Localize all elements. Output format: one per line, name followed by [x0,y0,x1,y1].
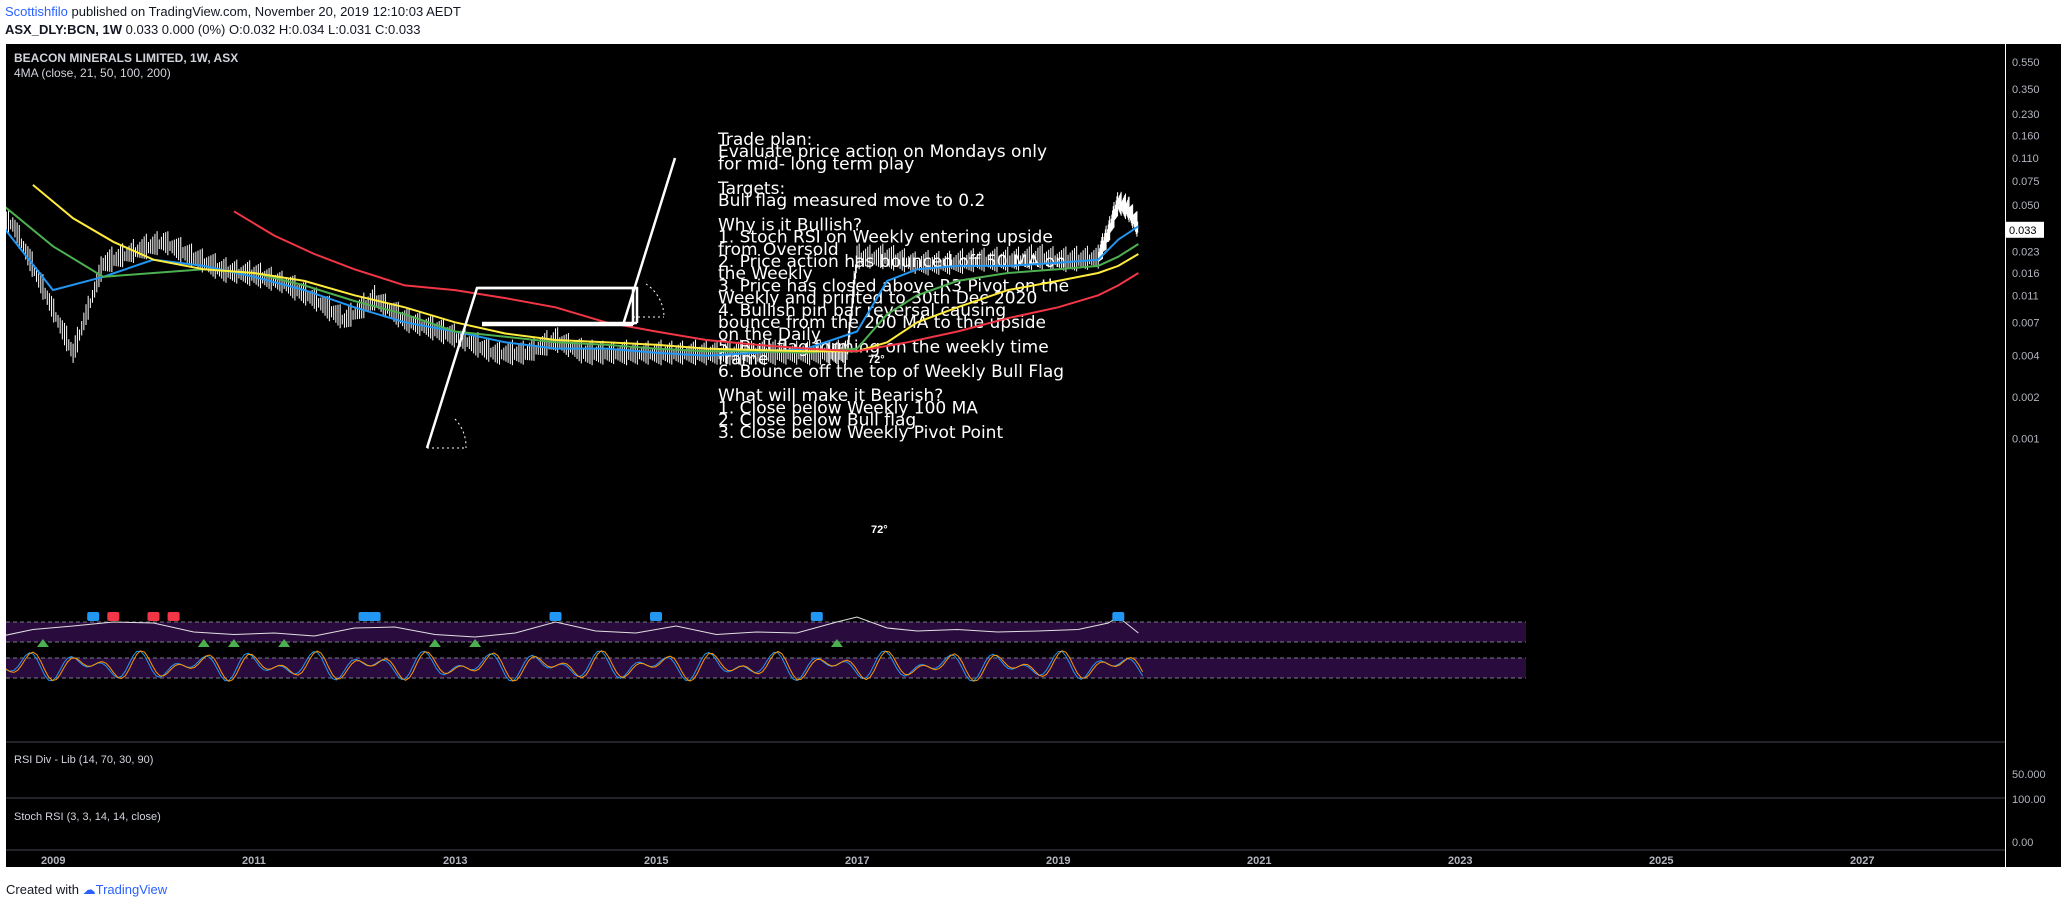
chart-frame: BEACON MINERALS LIMITED, 1W, ASX 4MA (cl… [6,44,2005,867]
trade-plan-line: 1. Close below Weekly 100 MA [718,398,978,418]
price-tick-label: 0.011 [2012,290,2039,302]
flag-upper-line [478,286,639,323]
price-tick-label: 0.023 [2012,246,2040,258]
stoch-tick-label: 100.00 [2012,794,2046,806]
ma-line-ma100 [32,184,1139,353]
rsi-line [6,616,1139,638]
trade-plan-line: the Weekly [718,264,813,284]
created-with-text: Created with [6,882,79,897]
price-tick-label: 0.075 [2012,176,2040,188]
trade-plan-line: Bull flag measured move to 0.2 [718,191,985,211]
bearish-divergence-marker [87,612,100,621]
last-price-label: 0.033 [2009,225,2037,237]
price-tick-label: 0.110 [2012,153,2039,165]
bullish-divergence-marker [469,639,482,647]
rsi-tick-label: 50.000 [2012,769,2046,781]
stoch-d-line [6,650,1144,682]
bearish-divergence-marker [549,612,562,621]
bearish-divergence-marker [167,612,180,621]
trade-plan-line: on the Daily [718,325,821,345]
author-link[interactable]: Scottishfilo [5,4,68,19]
publish-line: Scottishfilo published on TradingView.co… [5,3,461,21]
trade-plan-line: 2. Close below Bull flag [718,411,916,431]
stoch-panel-label: Stoch RSI (3, 3, 14, 14, close) [14,811,161,823]
angle-arc-2 [633,283,665,318]
publish-header: Scottishfilo published on TradingView.co… [5,3,461,39]
date-tick-label: 2015 [644,855,668,867]
trade-plan-line: Targets: [717,179,785,199]
tradingview-link[interactable]: TradingView [95,882,168,897]
trade-plan-line: for mid- long term play [718,154,914,174]
symbol-label: ASX_DLY:BCN, 1W [5,22,123,37]
bearish-divergence-marker [358,612,371,621]
trade-plan-line: 3. Close below Weekly Pivot Point [718,423,1003,443]
trade-plan-line: from Oversold [718,240,839,260]
price-axis[interactable]: 0.800 0.550 0.350 0.230 0.160 0.110 0.075 0.050… [2006,35,2061,867]
bearish-divergence-marker [810,612,823,621]
bullish-divergence-marker [428,639,441,647]
trade-plan-line: bounce from the 200 MA to the upside [718,313,1046,333]
stoch-k-line [6,650,1144,682]
date-tick-label: 2027 [1850,855,1874,867]
price-axis-svg: 0.800 0.550 0.350 0.230 0.160 0.110 0.075 0.050… [2006,35,2046,849]
date-tick-label: 2021 [1247,855,1271,867]
price-tick-label: 0.001 [2012,433,2040,445]
bullish-divergence-marker [197,639,210,647]
last-price-tag [2006,221,2044,238]
ma-line-ma200 [233,210,1139,353]
price-chart[interactable]: BEACON MINERALS LIMITED, 1W, ASX 4MA (cl… [6,44,2005,867]
bearish-divergence-marker [368,612,381,621]
trade-plan-line: 3. Price has closed above R3 Pivot on th… [718,276,1069,296]
date-tick-label: 2011 [242,855,266,867]
price-tick-label: 0.007 [2012,317,2040,329]
trade-plan-line: Trade plan: [717,130,812,150]
date-tick-label: 2009 [41,855,65,867]
price-tick-label: 0.800 [2012,44,2040,47]
ohlc-values: 0.033 0.000 (0%) O:0.032 H:0.034 L:0.031… [122,22,421,37]
bullish-divergence-marker [227,639,240,647]
footer: Created with ☁TradingView [6,882,167,898]
trade-plan-line: Why is it Bullish? [718,215,862,235]
bullish-divergence-marker [278,639,291,647]
published-text: published on TradingView.com, November 2… [67,4,461,19]
trade-plan-line: 1. Stoch RSI on Weekly entering upside [718,228,1053,248]
price-tick-label: 0.550 [2012,57,2040,69]
stoch-band [6,658,1526,678]
date-tick-label: 2017 [845,855,869,867]
price-tick-label: 0.002 [2012,392,2040,404]
trade-plan-text: Trade plan:Evaluate price action on Mond… [717,130,1069,443]
rsi-panel-label: RSI Div - Lib (14, 70, 30, 90) [14,754,153,766]
indicator-label: 4MA (close, 21, 50, 100, 200) [14,66,171,80]
angle-label-1: 72° [871,524,888,536]
price-tick-label: 0.160 [2012,131,2040,143]
bearish-divergence-marker [147,612,160,621]
price-tick-label: 0.350 [2012,84,2040,96]
chart-title: BEACON MINERALS LIMITED, 1W, ASX [14,51,238,65]
trade-plan-line: 6. Bounce off the top of Weekly Bull Fla… [718,362,1064,382]
trade-plan-line: Evaluate price action on Mondays only [718,142,1047,162]
tradingview-logo-icon: ☁ [82,882,96,897]
ma-line-ma50 [6,206,1139,354]
price-tick-label: 0.004 [2012,351,2040,363]
price-tick-label: 0.050 [2012,200,2040,212]
angle-label-2: 72° [868,354,885,366]
angle-arc-1 [427,418,467,449]
bullish-divergence-marker [36,639,49,647]
bearish-divergence-marker [107,612,120,621]
ma-line-ma21 [6,225,1139,357]
trade-plan-line: What will make it Bearish? [718,386,943,406]
price-tick-label: 0.230 [2012,109,2040,121]
bearish-divergence-marker [1112,612,1125,621]
price-tick-label: 0.016 [2012,268,2040,280]
bearish-divergence-marker [650,612,662,621]
date-tick-label: 2013 [443,855,467,867]
date-tick-label: 2019 [1046,855,1070,867]
bullish-divergence-marker [830,639,843,647]
stoch-tick-label: 0.00 [2012,837,2033,849]
date-tick-label: 2023 [1448,855,1472,867]
symbol-line: ASX_DLY:BCN, 1W 0.033 0.000 (0%) O:0.032… [5,21,461,39]
date-tick-label: 2025 [1649,855,1673,867]
